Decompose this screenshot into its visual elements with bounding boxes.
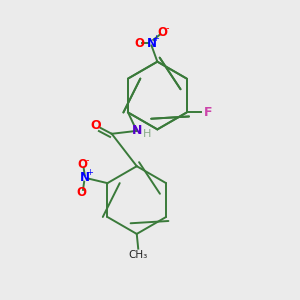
Text: N: N <box>146 38 157 50</box>
Text: -: - <box>85 155 88 165</box>
Text: H: H <box>143 129 151 140</box>
Text: N: N <box>132 124 142 137</box>
Text: O: O <box>158 26 168 39</box>
Text: +: + <box>86 168 93 177</box>
Text: O: O <box>77 186 87 199</box>
Text: O: O <box>134 37 144 50</box>
Text: -: - <box>166 23 169 33</box>
Text: CH₃: CH₃ <box>129 250 148 260</box>
Text: N: N <box>80 171 90 184</box>
Text: +: + <box>152 34 159 43</box>
Text: F: F <box>204 106 212 119</box>
Text: O: O <box>77 158 87 171</box>
Text: O: O <box>90 119 101 132</box>
